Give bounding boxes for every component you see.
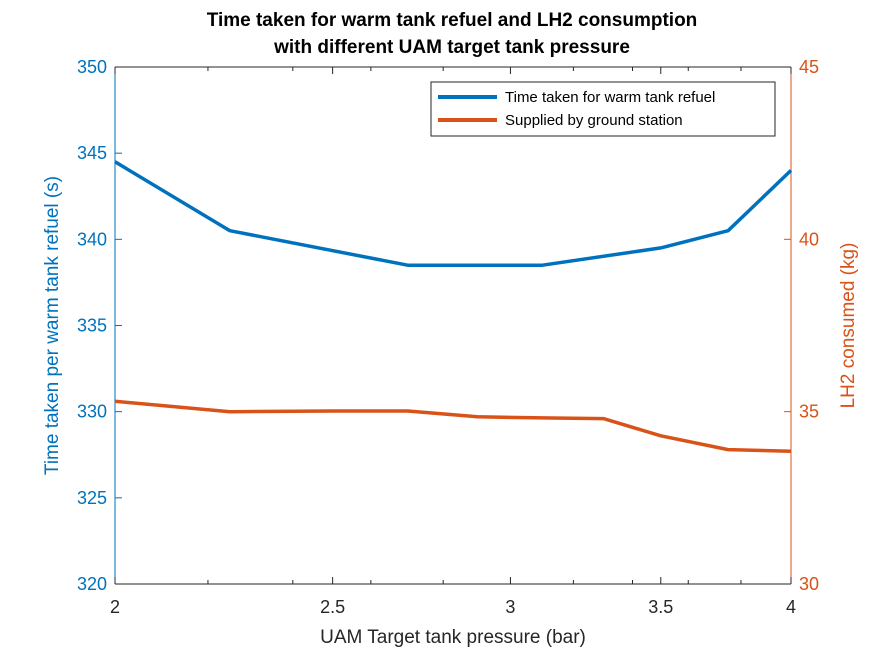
left-tick-label: 335 [77,316,107,336]
x-tick-label: 2 [110,597,120,617]
y-axis-label-left: Time taken per warm tank refuel (s) [42,176,63,475]
series-layer [114,160,793,454]
x-tick-label: 3.5 [648,597,673,617]
right-tick-label: 35 [799,402,819,422]
left-tick-label: 345 [77,143,107,163]
legend-label-series-1: Time taken for warm tank refuel [505,89,715,106]
chart-title-line-1: Time taken for warm tank refuel and LH2 … [207,10,698,31]
plot-area [115,67,791,584]
x-tick-label: 4 [786,597,796,617]
left-tick-label: 320 [77,574,107,594]
left-tick-label: 340 [77,229,107,249]
right-tick-label: 45 [799,57,819,77]
x-axis: 2 2.5 3 3.5 4 [110,66,796,617]
legend: Time taken for warm tank refuel Supplied… [430,81,776,137]
series-line-1 [114,160,793,267]
legend-box [430,81,776,137]
x-axis-label: UAM Target tank pressure (bar) [320,627,586,648]
x-tick-label: 2.5 [320,597,345,617]
right-tick-label: 40 [799,229,819,249]
series-line-2 [114,399,792,454]
chart-title-line-2: with different UAM target tank pressure [273,37,630,58]
y-axis-label-right: LH2 consumed (kg) [838,243,859,409]
right-tick-label: 30 [799,574,819,594]
left-tick-label: 330 [77,402,107,422]
legend-label-series-2: Supplied by ground station [505,112,683,129]
left-y-axis: 320 325 330 335 340 345 350 [77,57,122,594]
x-tick-label: 3 [505,597,515,617]
left-tick-label: 350 [77,57,107,77]
left-tick-label: 325 [77,488,107,508]
right-y-axis: 30 35 40 45 [784,57,819,594]
